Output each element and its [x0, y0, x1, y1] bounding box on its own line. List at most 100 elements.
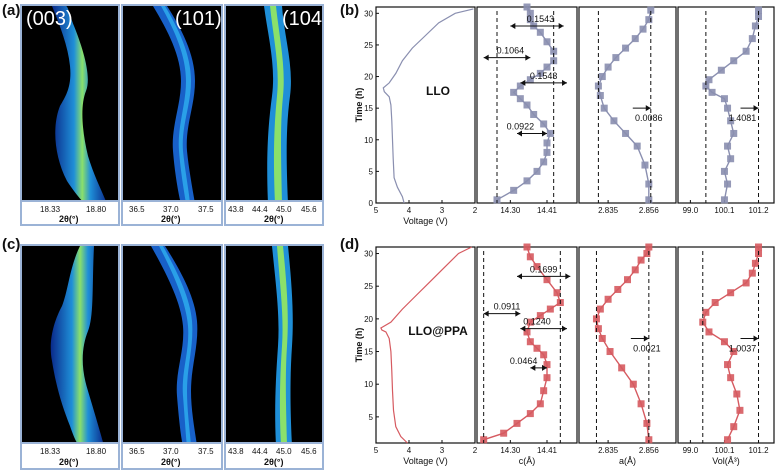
data-point — [733, 390, 741, 398]
data-point — [639, 25, 647, 33]
x-axis-title-voltage: Voltage (V) — [403, 456, 448, 466]
tick-label: 18.80 — [86, 205, 107, 214]
sample-label: LLO — [426, 84, 450, 98]
data-point — [724, 142, 732, 150]
data-point — [645, 196, 653, 204]
data-point — [717, 66, 725, 74]
data-point — [526, 338, 534, 346]
data-point — [510, 186, 518, 194]
data-point — [530, 110, 538, 118]
axis-title: 2θ(°) — [161, 457, 181, 467]
peak-label-003: (003) — [26, 8, 73, 30]
data-point — [720, 167, 728, 175]
tick-label: 18.80 — [86, 447, 107, 456]
data-point — [622, 44, 630, 52]
data-point — [724, 180, 732, 188]
data-point — [730, 348, 738, 356]
heatmap-104-c — [224, 244, 324, 444]
arrow-head — [565, 273, 571, 280]
heatmap-axis-104-a: 43.8 44.4 45.0 45.6 2θ(°) — [224, 202, 324, 226]
annotation-label: 0.1699 — [530, 264, 558, 274]
subplot-frame-a — [578, 6, 677, 204]
x-tick-label: 5 — [374, 206, 379, 215]
data-point — [540, 158, 548, 166]
data-point — [748, 35, 756, 43]
tick-label: 36.5 — [129, 447, 145, 456]
x-tick-label: 99.0 — [683, 446, 699, 455]
x-tick-label: 2.856 — [639, 446, 660, 455]
data-point — [618, 364, 626, 372]
arrow-head — [483, 310, 489, 317]
data-point — [631, 35, 639, 43]
data-point — [598, 334, 606, 342]
data-point — [742, 279, 750, 287]
data-point — [705, 328, 713, 336]
data-point — [724, 361, 732, 369]
data-point — [730, 57, 738, 65]
sample-label: LLO@PPA — [408, 324, 468, 338]
data-point — [543, 38, 551, 46]
data-point — [645, 243, 653, 251]
arrow-head — [525, 54, 531, 61]
annotation-label: 0.0911 — [494, 302, 521, 312]
x-tick-label: 99.0 — [683, 206, 699, 215]
data-point — [751, 259, 759, 267]
arrow-head — [510, 22, 516, 29]
data-point — [720, 196, 728, 204]
x-tick-label: 5 — [374, 446, 379, 455]
tick-label: 45.6 — [301, 205, 317, 214]
annotation-label: 0.0021 — [633, 343, 661, 353]
data-point — [540, 387, 548, 395]
arrow-head — [517, 273, 522, 280]
data-point — [724, 436, 732, 444]
data-point — [533, 167, 541, 175]
x-tick-label: 3 — [440, 206, 445, 215]
data-point — [604, 63, 612, 71]
annotation-label: 1.4081 — [729, 113, 757, 123]
tick-label: 37.5 — [198, 447, 214, 456]
data-point — [526, 318, 534, 326]
data-point — [523, 243, 531, 251]
data-point — [637, 400, 645, 408]
data-point — [631, 266, 639, 274]
heatmap-trace-104-c — [272, 246, 293, 442]
heatmap-axis-003-a: 18.33 18.80 2θ(°) — [20, 202, 120, 226]
x-axis-title-c: c(Å) — [519, 456, 536, 466]
data-point — [629, 380, 637, 388]
data-point — [742, 47, 750, 55]
x-tick-label: 14.30 — [500, 446, 521, 455]
y-tick-label: 10 — [364, 136, 373, 145]
axis-title: 2θ(°) — [59, 214, 79, 224]
panel-label-a: (a) — [2, 2, 21, 19]
data-point — [533, 344, 541, 352]
data-point — [523, 3, 531, 11]
y-axis-title: Time (h) — [354, 328, 364, 363]
x-tick-label: 14.41 — [537, 206, 558, 215]
panel-label-c: (c) — [2, 236, 21, 253]
data-point — [702, 308, 710, 316]
y-tick-label: 5 — [369, 167, 374, 176]
annotation-label: 0.1064 — [497, 46, 525, 56]
data-point — [633, 142, 641, 150]
data-point — [736, 406, 744, 414]
y-tick-label: 0 — [369, 199, 374, 208]
y-tick-label: 15 — [364, 348, 373, 357]
y-tick-label: 15 — [364, 104, 373, 113]
arrow-head — [520, 79, 526, 86]
data-point — [643, 419, 651, 427]
data-point — [536, 28, 544, 36]
peak-label-104: (104) — [282, 8, 323, 30]
x-tick-label: 14.41 — [537, 446, 558, 455]
heatmap-axis-003-c: 18.33 18.80 2θ(°) — [20, 444, 120, 470]
data-point — [705, 76, 713, 84]
annotation-label: 0.1240 — [523, 317, 551, 327]
data-point — [641, 161, 649, 169]
subplot-frame-voltage — [375, 6, 476, 204]
series-line-voltage — [380, 246, 472, 444]
data-point — [536, 312, 544, 320]
y-tick-label: 25 — [364, 41, 373, 50]
peak-label-101: (101) — [175, 8, 222, 30]
annotation-label: 1.0037 — [729, 343, 757, 353]
x-axis-title-a: a(Å) — [619, 456, 636, 466]
arrow-head — [562, 325, 567, 332]
